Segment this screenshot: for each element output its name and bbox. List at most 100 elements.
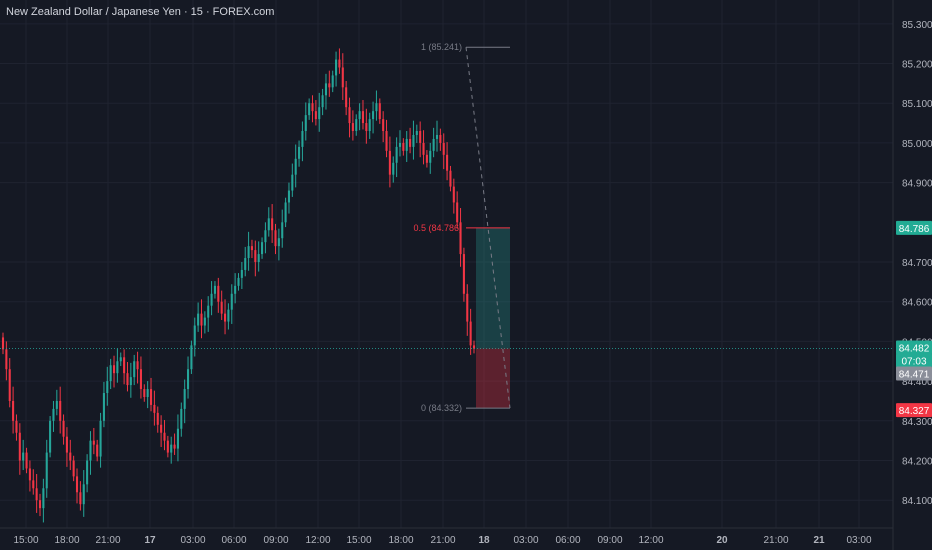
candle-body [109,365,112,382]
candle-body [298,146,301,159]
candle [348,97,351,138]
candle-body [156,412,159,425]
candle-body [190,345,193,370]
candle [163,420,166,451]
y-tick-label: 84.300 [902,417,932,428]
candle-body [355,119,358,132]
price-axis-label: 84.482 [896,340,932,355]
candle [301,121,304,162]
x-tick-label: 03:00 [180,535,205,546]
y-tick-label: 84.200 [902,457,932,468]
candle [432,127,435,158]
candle-body [308,103,311,116]
drawings[interactable]: 1 (85.241) 0.5 (84.786) 0 (84.332) [0,42,893,413]
candle-body [136,361,139,370]
candle [449,165,452,192]
candle [402,138,405,156]
candle [42,478,45,523]
candle [210,281,213,316]
candle [304,102,307,141]
candle-body [425,154,428,163]
candle-body [133,361,136,378]
y-tick-label: 84.100 [902,496,932,507]
candle [203,311,206,334]
candle [291,163,294,197]
candle-body [197,313,200,326]
candle-body [452,186,455,203]
candle-body [65,436,68,453]
candle-body [99,420,102,457]
y-tick-label: 84.400 [902,377,932,388]
candle [38,493,42,517]
candle [240,262,243,290]
candle-body [126,373,129,386]
candle [55,389,58,416]
candles [1,48,476,523]
y-tick-label: 85.100 [902,99,932,110]
candle [274,223,277,255]
candle [314,100,317,126]
candle-body [153,404,156,413]
price-label-text: 84.786 [899,224,930,235]
position-loss-zone[interactable] [476,348,510,409]
price-label-text: 07:03 [901,357,926,368]
candle-body [106,381,109,394]
candle [462,247,465,302]
candle [112,355,116,388]
candle-body [324,83,328,96]
candle-body [12,400,15,421]
candle [18,423,21,475]
candle-body [5,349,8,370]
candle-body [49,420,52,453]
candle [106,366,109,406]
position-profit-zone[interactable] [476,227,510,349]
candle [466,284,469,336]
candle-body [186,369,190,390]
candle [200,299,203,339]
candle [318,92,321,132]
candle [133,354,136,386]
candle [109,358,112,390]
candle-body [321,95,324,108]
candle [170,436,173,464]
candle [247,231,250,271]
candle [99,412,102,468]
candle-body [432,138,435,151]
candle [254,240,257,277]
candle-body [274,230,277,247]
candle [419,121,422,158]
candle [1,332,5,355]
candle-body [267,218,270,231]
candle [456,191,459,229]
candle-body [250,246,254,251]
candle [176,414,179,462]
price-axis-label: 07:03 [896,353,932,368]
candle [32,469,35,495]
candle-body [52,408,55,421]
x-tick-label: 21:00 [95,535,120,546]
candle [375,90,378,121]
candle-body [472,345,476,349]
x-tick-label: 15:00 [13,535,38,546]
x-tick-label: 21 [813,535,825,546]
candle [250,239,254,259]
candle-body [388,150,391,175]
candle [116,348,119,383]
candle-body [8,369,11,401]
candle-body [22,452,25,461]
candle-body [405,138,408,151]
candle-body [294,158,297,175]
candle-body [230,293,233,310]
candle-body [402,142,405,151]
candle [459,208,462,267]
candle-body [200,313,203,326]
price-axis-label: 84.327 [896,403,932,418]
candle [237,273,240,291]
candle-body [291,174,294,191]
candle-body [345,87,348,108]
price-label-text: 84.482 [899,344,930,355]
